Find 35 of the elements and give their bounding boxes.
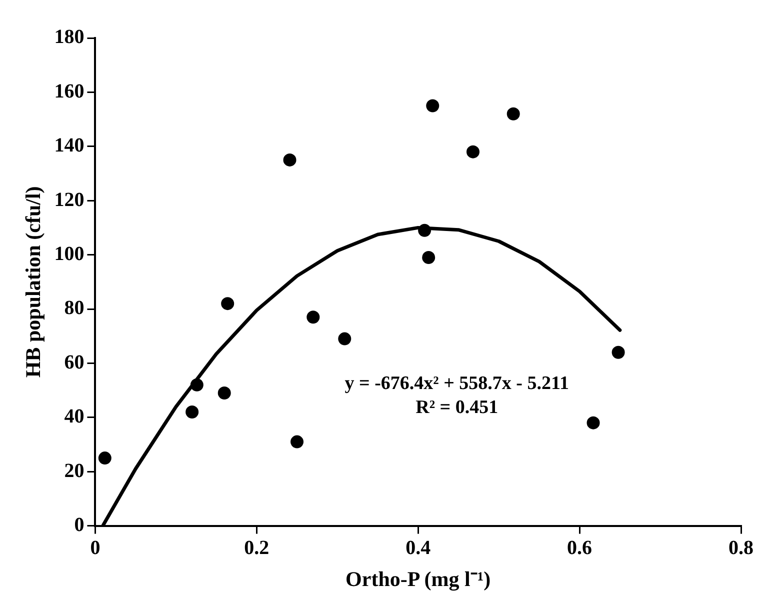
- x-tick-label: 0.6: [567, 536, 592, 559]
- y-tick-label: 60: [64, 351, 84, 374]
- y-tick-label: 0: [74, 514, 84, 536]
- point: [506, 107, 520, 120]
- annotation: y = -676.4x² + 558.7x - 5.211: [344, 373, 569, 394]
- point: [283, 153, 296, 166]
- y-tick-label: 120: [54, 188, 84, 211]
- x-tick-label: 0.4: [406, 536, 431, 559]
- annotation: R² = 0.451: [416, 397, 498, 418]
- y-tick-label: 80: [64, 297, 84, 320]
- point: [218, 386, 231, 400]
- x-tick-label: 0.8: [728, 536, 754, 559]
- point: [306, 310, 320, 324]
- point: [338, 332, 352, 346]
- point: [98, 452, 112, 465]
- point: [418, 224, 432, 237]
- point: [221, 297, 234, 310]
- point: [422, 251, 436, 264]
- x-tick-label: 0: [90, 536, 100, 559]
- point: [466, 145, 480, 158]
- point: [290, 435, 304, 448]
- y-tick-label: 160: [54, 80, 84, 102]
- y-tick-label: 100: [54, 242, 84, 265]
- point: [426, 99, 440, 112]
- y-tick-label: 180: [54, 26, 84, 48]
- point: [190, 378, 204, 392]
- point: [186, 405, 199, 418]
- point: [612, 346, 625, 359]
- x-tick-label: 0.2: [244, 536, 270, 559]
- x-axis-title: Ortho-P (mg l⁻¹): [346, 566, 491, 591]
- y-tick-label: 40: [64, 406, 84, 428]
- y-axis-title: HB population (cfu/l): [21, 186, 46, 378]
- point: [586, 416, 600, 430]
- y-tick-label: 20: [64, 460, 84, 482]
- y-tick-label: 140: [54, 134, 84, 157]
